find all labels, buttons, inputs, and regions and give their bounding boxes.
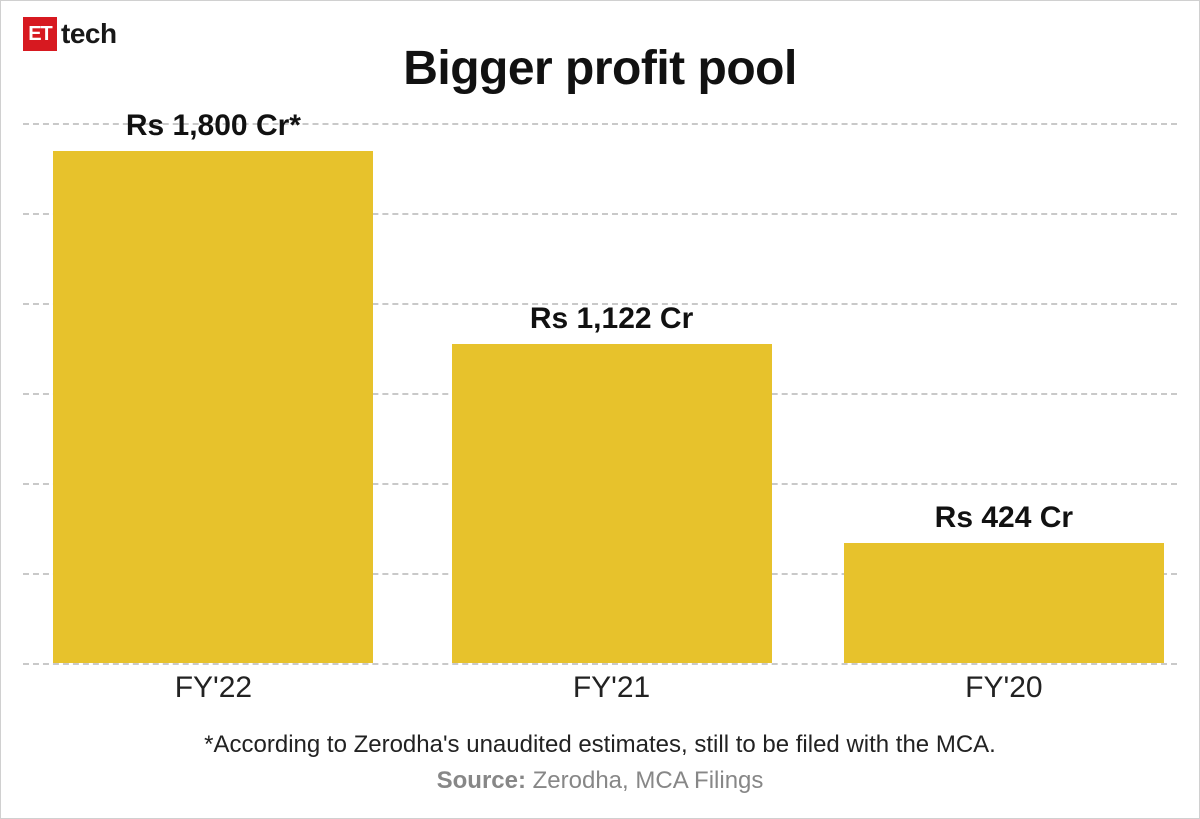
x-axis-labels: FY'22 FY'21 FY'20: [23, 671, 1177, 711]
x-axis-label: FY'22: [175, 671, 252, 705]
bar: [53, 151, 373, 663]
bar-group: Rs 424 Cr: [844, 123, 1164, 663]
bar: [452, 344, 772, 663]
bar-group: Rs 1,800 Cr*: [53, 123, 373, 663]
source-label: Source:: [437, 767, 526, 794]
x-axis-label: FY'20: [965, 671, 1042, 705]
bars-container: Rs 1,800 Cr* Rs 1,122 Cr Rs 424 Cr: [23, 123, 1177, 663]
bar-value-label: Rs 1,122 Cr: [530, 302, 693, 336]
chart-title: Bigger profit pool: [1, 41, 1199, 96]
bar: [844, 543, 1164, 664]
source-text: Zerodha, MCA Filings: [526, 767, 763, 794]
source-line: Source: Zerodha, MCA Filings: [1, 767, 1199, 795]
bar-value-label: Rs 1,800 Cr*: [126, 109, 301, 143]
x-axis-label: FY'21: [573, 671, 650, 705]
gridline: [23, 663, 1177, 665]
plot-area: Rs 1,800 Cr* Rs 1,122 Cr Rs 424 Cr: [23, 123, 1177, 663]
footnote: *According to Zerodha's unaudited estima…: [1, 731, 1199, 759]
bar-group: Rs 1,122 Cr: [452, 123, 772, 663]
bar-value-label: Rs 424 Cr: [935, 501, 1073, 535]
chart-canvas: ET tech Bigger profit pool Rs 1,800 Cr*R…: [0, 0, 1200, 819]
